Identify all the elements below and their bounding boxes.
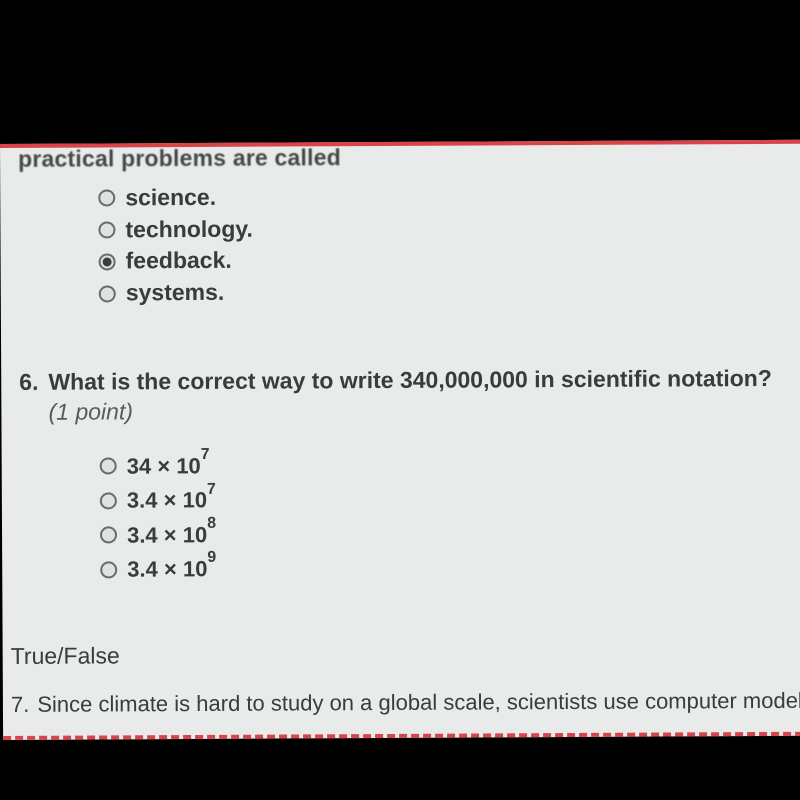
points-label: (1 point)	[49, 398, 134, 424]
radio-checked-icon	[99, 253, 116, 270]
worksheet-photo: practical problems are called science. t…	[0, 140, 800, 740]
section-heading-true-false: True/False	[11, 639, 785, 670]
option-science[interactable]: science.	[98, 179, 782, 214]
question-text: What is the correct way to write 340,000…	[48, 364, 783, 428]
option-formula: 3.4 × 109	[127, 552, 216, 587]
option-label: feedback.	[126, 245, 232, 277]
option-34e7[interactable]: 34 × 107	[100, 446, 784, 484]
question-number: 6.	[19, 368, 39, 428]
option-formula: 34 × 107	[127, 449, 210, 484]
prev-question-options: science. technology. feedback. systems.	[98, 179, 783, 310]
radio-unchecked-icon	[100, 492, 117, 509]
option-label: science.	[125, 182, 216, 214]
radio-unchecked-icon	[100, 561, 117, 578]
option-3.4e8[interactable]: 3.4 × 108	[100, 514, 784, 552]
option-technology[interactable]: technology.	[98, 211, 782, 246]
radio-unchecked-icon	[98, 221, 115, 238]
option-3.4e7[interactable]: 3.4 × 107	[100, 480, 784, 518]
radio-unchecked-icon	[100, 527, 117, 544]
radio-unchecked-icon	[99, 285, 116, 302]
radio-unchecked-icon	[98, 190, 115, 207]
question-6: 6. What is the correct way to write 340,…	[19, 364, 783, 428]
option-systems[interactable]: systems.	[99, 274, 783, 309]
content-area: practical problems are called science. t…	[0, 142, 800, 719]
option-3.4e9[interactable]: 3.4 × 109	[100, 549, 784, 587]
option-label: systems.	[126, 277, 225, 309]
option-label: technology.	[125, 213, 253, 245]
option-formula: 3.4 × 107	[127, 483, 216, 518]
radio-unchecked-icon	[100, 458, 117, 475]
partial-previous-question-text: practical problems are called	[18, 142, 782, 173]
option-formula: 3.4 × 108	[127, 517, 216, 552]
option-feedback[interactable]: feedback.	[99, 242, 783, 277]
question-7-partial: 7. Since climate is hard to study on a g…	[11, 688, 785, 718]
question-number: 7.	[11, 692, 29, 718]
question-text: Since climate is hard to study on a glob…	[37, 688, 800, 718]
question-6-options: 34 × 107 3.4 × 107 3.4 × 108 3.4 × 109	[100, 446, 785, 587]
